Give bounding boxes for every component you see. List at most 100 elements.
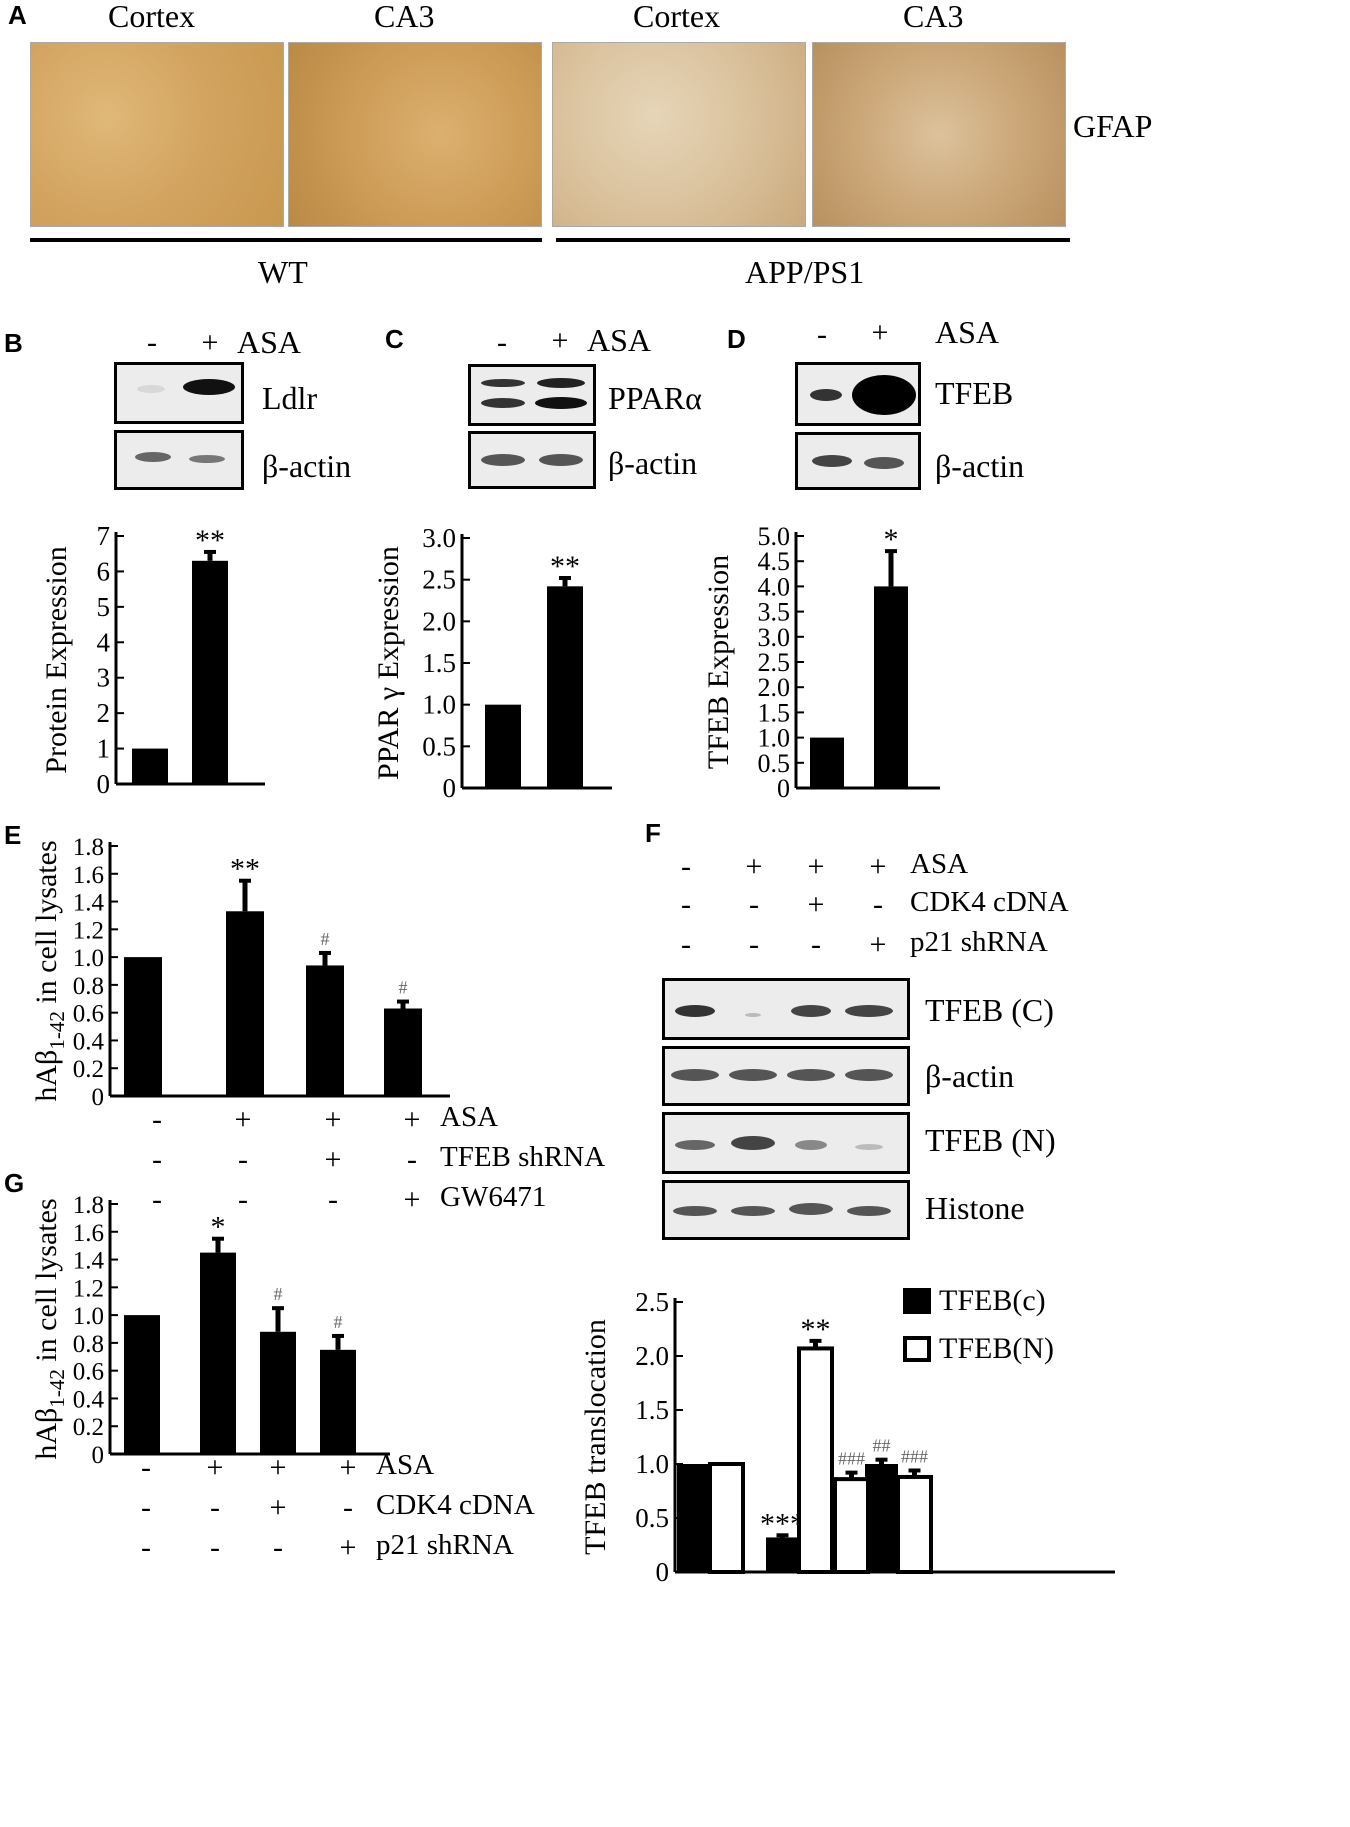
bar [306, 965, 344, 1096]
condition-sign: + [807, 888, 825, 921]
bar [192, 560, 228, 784]
blot-label-d-2: β-actin [935, 448, 1025, 484]
region-label-app-ca3: CA3 [903, 0, 964, 34]
y-tick-label: 1.2 [73, 917, 104, 944]
panel-letter-d: D [727, 324, 746, 354]
treatment-label-d: ASA [935, 314, 1000, 350]
y-tick-label: 1.6 [73, 1220, 104, 1247]
y-tick-label: 1.0 [758, 724, 791, 753]
y-tick-label: 2.0 [635, 1341, 669, 1371]
y-tick-label: 0 [92, 1084, 105, 1111]
y-tick-label: 1.0 [73, 945, 104, 972]
blot-f-actin [662, 1046, 910, 1106]
bar [708, 1462, 745, 1574]
bar [766, 1537, 799, 1572]
y-tick-label: 1 [97, 734, 111, 764]
bar [200, 1252, 236, 1454]
sign-c-1: - [497, 326, 507, 359]
condition-sign: - [273, 1531, 283, 1564]
y-axis-label: Protein Expression [40, 546, 73, 773]
condition-sign: - [141, 1531, 151, 1564]
condition-label: CDK4 cDNA [910, 886, 1069, 918]
bar [485, 704, 521, 788]
y-tick-label: 7 [97, 521, 111, 551]
blot-f-histone [662, 1180, 910, 1240]
bar [124, 1315, 160, 1454]
condition-sign: - [681, 888, 691, 921]
condition-sign: - [749, 928, 759, 961]
y-axis-label: hAβ1-42 in cell lysates [30, 1198, 69, 1459]
condition-label: p21 shRNA [376, 1529, 514, 1561]
blot-b-ldlr [114, 362, 244, 424]
condition-sign: + [807, 850, 825, 883]
condition-label: GW6471 [440, 1181, 547, 1213]
group-label-app: APP/PS1 [745, 254, 865, 290]
y-axis-label: hAβ1-42 in cell lysates [30, 840, 69, 1101]
y-tick-label: 2.0 [422, 606, 456, 636]
condition-label: ASA [910, 848, 969, 880]
y-label-rest: in cell lysates [30, 1198, 63, 1369]
condition-sign: - [873, 888, 883, 921]
condition-sign: + [324, 1143, 342, 1176]
condition-sign: - [152, 1143, 162, 1176]
significance-label: ## [873, 1436, 891, 1456]
condition-sign: + [339, 1531, 357, 1564]
micrograph-wt-cortex [30, 42, 284, 227]
y-tick-label: 1.6 [73, 862, 104, 889]
significance-label: * [211, 1211, 226, 1244]
significance-label: ** [801, 1313, 831, 1346]
y-tick-label: 6 [97, 556, 111, 586]
condition-sign: + [269, 1491, 287, 1524]
y-tick-label: 1.0 [73, 1303, 104, 1330]
region-label-wt-ca3: CA3 [374, 0, 435, 34]
app-group-bar [556, 238, 1070, 242]
condition-sign: - [210, 1491, 220, 1524]
condition-sign: + [869, 850, 887, 883]
y-tick-label: 4 [97, 627, 111, 657]
condition-sign: + [324, 1103, 342, 1136]
treatment-label-c: ASA [587, 322, 652, 358]
blot-label-f-1: TFEB (C) [925, 992, 1054, 1028]
treatment-label-b: ASA [237, 324, 302, 360]
y-tick-label: 3.5 [758, 598, 791, 627]
region-label-app-cortex: Cortex [633, 0, 721, 34]
y-axis-label: TFEB translocation [579, 1319, 612, 1555]
bar [677, 1464, 710, 1572]
y-tick-label: 2.5 [422, 565, 456, 595]
y-tick-label: 1.4 [73, 1248, 105, 1275]
y-label-sub: 1-42 [45, 1369, 69, 1408]
blot-label-f-4: Histone [925, 1190, 1025, 1226]
condition-sign: + [869, 928, 887, 961]
y-tick-label: 0.5 [758, 749, 791, 778]
sign-b-2: + [201, 326, 219, 359]
bar [874, 586, 908, 788]
condition-sign: + [403, 1183, 421, 1216]
y-tick-label: 0.2 [73, 1414, 104, 1441]
y-axis-label: PPAR γ Expression [372, 546, 405, 780]
significance-label: ** [195, 524, 225, 557]
condition-label: ASA [440, 1101, 499, 1133]
y-tick-label: 0.6 [73, 1001, 104, 1028]
y-tick-label: 1.4 [73, 890, 105, 917]
condition-sign: - [238, 1143, 248, 1176]
panel-letter-g: G [4, 1168, 25, 1198]
bar [226, 911, 264, 1096]
blot-label-b-2: β-actin [262, 448, 352, 484]
bar [833, 1477, 870, 1574]
y-label-rest: in cell lysates [30, 840, 63, 1011]
y-tick-label: 4.0 [758, 572, 791, 601]
stain-label: GFAP [1073, 108, 1153, 144]
condition-sign: + [403, 1103, 421, 1136]
significance-label: # [334, 1312, 343, 1332]
y-tick-label: 0 [443, 773, 457, 803]
y-tick-label: 0 [97, 769, 111, 799]
y-label-main: hAβ [30, 1050, 63, 1102]
blot-label-c-2: β-actin [608, 445, 698, 481]
sign-d-1: - [817, 318, 827, 351]
condition-label: TFEB shRNA [440, 1141, 606, 1173]
y-tick-label: 2.5 [758, 648, 791, 677]
significance-label: # [274, 1284, 283, 1304]
condition-sign: - [749, 888, 759, 921]
